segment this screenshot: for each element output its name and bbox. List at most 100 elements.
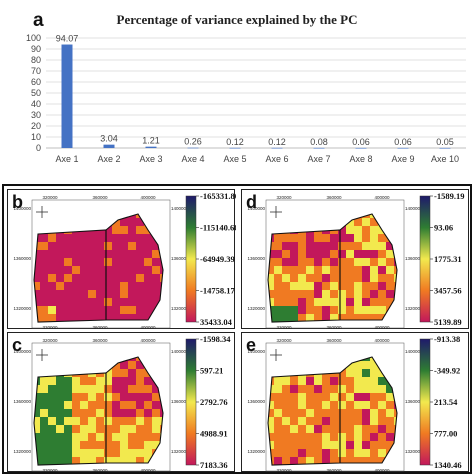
raster-cell [152,314,160,322]
x-tick-bottom: 360000 [92,325,108,330]
raster-cell [72,409,80,417]
raster-cell [290,361,298,369]
legend-label: -913.38 [434,334,460,344]
raster-cell [112,357,120,361]
raster-cell [266,465,274,473]
raster-cell [160,449,163,457]
raster-cell [144,274,152,282]
raster-cell [378,357,386,361]
raster-cell [152,226,160,234]
raster-cell [104,417,112,425]
raster-cell [34,218,40,226]
raster-cell [268,385,274,393]
raster-cell [268,377,274,385]
raster-cell [152,369,160,377]
raster-cell [136,314,144,322]
raster-cell [96,385,104,393]
raster-cell [330,306,338,314]
raster-cell [112,298,120,306]
raster-cell [152,290,160,298]
raster-cell [88,393,96,401]
bar [61,44,73,149]
raster-cell [338,393,346,401]
legend-label: 1775.31 [434,254,462,264]
raster-cell [322,250,330,258]
raster-cell [48,385,56,393]
y-tick-right: 1400000 [171,349,189,354]
raster-grid [266,214,397,330]
raster-cell [268,266,274,274]
raster-cell [104,258,112,266]
raster-cell [112,274,120,282]
legend-colorbar [419,195,431,323]
raster-cell [56,409,64,417]
raster-cell [394,242,397,250]
legend-label: -115140.60 [200,223,236,233]
raster-cell [386,457,394,465]
raster-cell [298,385,306,393]
raster-cell [136,298,144,306]
raster-cell [80,218,88,226]
raster-cell [72,385,80,393]
raster-cell [274,433,282,441]
raster-cell [282,401,290,409]
raster-cell [144,433,152,441]
raster-cell [112,393,120,401]
raster-cell [136,274,144,282]
raster-cell [64,322,72,330]
raster-cell [386,385,394,393]
raster-cell [40,449,48,457]
map-svg-c: 320000 320000 360000 360000 400000 400000 1400… [13,334,231,473]
map-svg-e: 320000 320000 360000 360000 400000 400000 1400… [247,334,461,473]
raster-cell [152,409,160,417]
raster-cell [96,449,104,457]
raster-cell [34,266,40,274]
x-tick-top: 320000 [42,338,58,343]
raster-cell [330,266,338,274]
raster-cell [88,449,96,457]
raster-cell [386,214,394,218]
raster-cell [290,214,298,218]
raster-cell [394,357,397,361]
raster-cell [32,322,40,330]
raster-cell [274,242,282,250]
raster-cell [80,417,88,425]
raster-cell [112,226,120,234]
raster-cell [48,449,56,457]
raster-cell [96,377,104,385]
raster-cell [266,322,274,330]
raster-cell [274,417,282,425]
raster-cell [56,306,64,314]
raster-cell [354,401,362,409]
raster-cell [378,282,386,290]
raster-cell [144,409,152,417]
raster-cell [354,250,362,258]
y-tick-label: 100 [26,33,41,43]
raster-cell [128,465,136,473]
raster-cell [338,441,346,449]
raster-cell [274,401,282,409]
raster-cell [152,425,160,433]
raster-cell [338,290,346,298]
raster-cell [104,234,112,242]
raster-cell [112,409,120,417]
raster-cell [80,290,88,298]
y-tick-left: 1360000 [247,399,265,404]
raster-cell [322,282,330,290]
raster-cell [306,214,314,218]
raster-cell [88,369,96,377]
raster-cell [144,393,152,401]
raster-cell [346,425,354,433]
raster-cell [268,449,274,457]
raster-cell [112,401,120,409]
raster-cell [290,441,298,449]
raster-cell [338,242,346,250]
raster-cell [160,377,163,385]
raster-cell [386,282,394,290]
raster-cell [128,377,136,385]
raster-cell [40,314,48,322]
raster-cell [120,369,128,377]
raster-cell [88,266,96,274]
raster-cell [314,282,322,290]
raster-cell [314,409,322,417]
